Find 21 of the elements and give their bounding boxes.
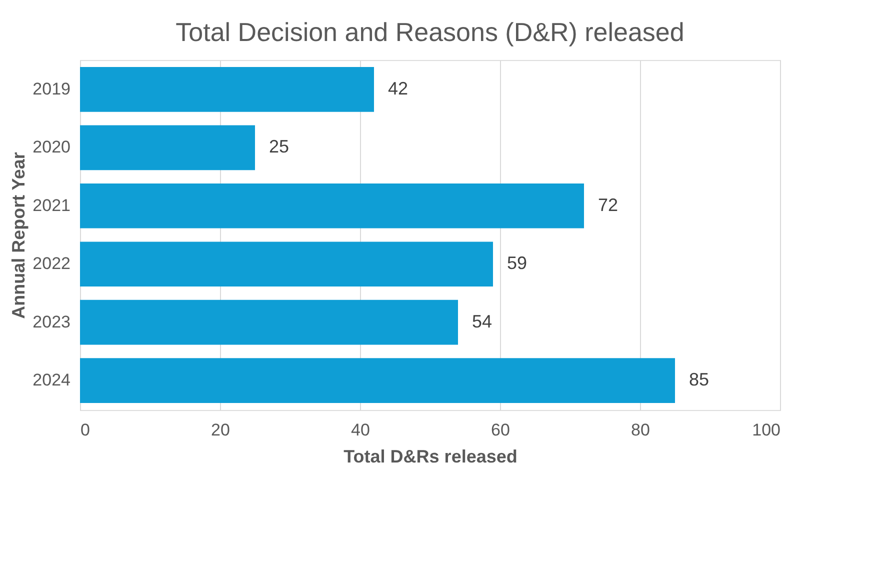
x-axis-title: Total D&Rs released <box>344 446 518 466</box>
x-tick-label: 80 <box>631 420 650 440</box>
y-tick-label: 2020 <box>32 138 70 157</box>
y-tick-label: 2019 <box>32 79 70 98</box>
data-label: 54 <box>472 311 492 332</box>
chart-title: Total Decision and Reasons (D&R) released <box>176 17 684 47</box>
y-tick-label: 2023 <box>32 312 70 332</box>
x-tick-label: 0 <box>80 420 90 440</box>
x-tick-label: 20 <box>211 420 230 440</box>
x-tick-label: 60 <box>491 420 510 440</box>
x-tick-label: 40 <box>351 420 370 440</box>
y-tick-label: 2021 <box>32 196 70 215</box>
data-label: 72 <box>598 194 618 215</box>
x-tick-label: 100 <box>752 420 780 440</box>
data-label: 42 <box>388 78 408 98</box>
data-label: 59 <box>507 253 528 274</box>
y-tick-label: 2022 <box>32 254 70 274</box>
y-axis-title: Annual Report Year <box>8 152 29 319</box>
y-tick-label: 2024 <box>32 370 70 390</box>
data-label: 85 <box>689 370 710 390</box>
data-label: 25 <box>269 136 290 157</box>
